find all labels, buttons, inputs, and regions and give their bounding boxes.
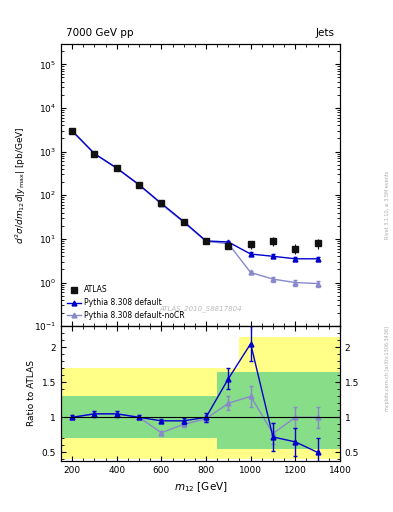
- Y-axis label: Ratio to ATLAS: Ratio to ATLAS: [27, 360, 36, 426]
- Y-axis label: $d^{2}\sigma/dm_{12}d|y_{\rm max}|$ [pb/GeV]: $d^{2}\sigma/dm_{12}d|y_{\rm max}|$ [pb/…: [14, 126, 28, 244]
- Text: Rivet 3.1.10, ≥ 3.5M events: Rivet 3.1.10, ≥ 3.5M events: [385, 170, 390, 239]
- Legend: ATLAS, Pythia 8.308 default, Pythia 8.308 default-noCR: ATLAS, Pythia 8.308 default, Pythia 8.30…: [65, 283, 187, 323]
- Text: ATLAS_2010_S8817804: ATLAS_2010_S8817804: [159, 305, 242, 312]
- X-axis label: $m_{12}$ [GeV]: $m_{12}$ [GeV]: [174, 480, 227, 494]
- Text: Jets: Jets: [315, 28, 334, 38]
- Text: 7000 GeV pp: 7000 GeV pp: [66, 28, 134, 38]
- Text: mcplots.cern.ch [arXiv:1306.3436]: mcplots.cern.ch [arXiv:1306.3436]: [385, 326, 390, 411]
